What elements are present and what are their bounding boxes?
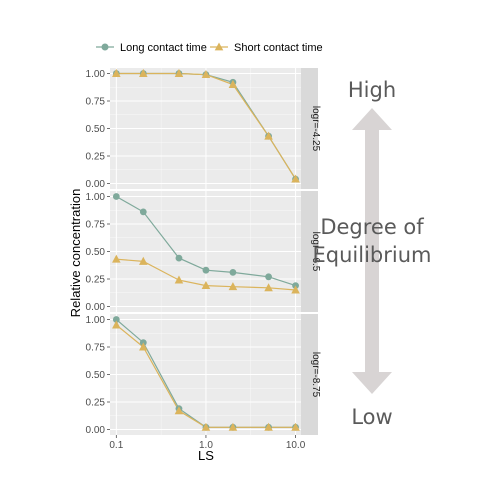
data-point-short xyxy=(228,422,238,431)
panel-y-ticks: 0.00 0.25 0.50 0.75 1.00 xyxy=(86,315,110,436)
data-point-short xyxy=(201,70,211,79)
x-axis-title: LS xyxy=(198,448,214,463)
equilibrium-annotation: High Degree of Equilibrium Low xyxy=(313,78,432,429)
data-point-short xyxy=(228,79,238,88)
facet-panel-2: 0.00 0.25 0.50 0.75 1.00 logr=-6.5 xyxy=(86,191,321,313)
data-point-short xyxy=(174,68,184,77)
low-label: Low xyxy=(351,405,392,429)
y-tick-label: 0.50 xyxy=(86,247,106,258)
facet-panel-3: 0.00 0.25 0.50 0.75 1.00 logr=-8.75 xyxy=(86,314,321,436)
legend-marker-long xyxy=(101,43,109,51)
facet-strip-label: logr=-8.75 xyxy=(310,352,321,398)
panel-y-ticks: 0.00 0.25 0.50 0.75 1.00 xyxy=(86,69,110,190)
y-tick-label: 0.75 xyxy=(86,343,106,354)
data-point-long xyxy=(112,193,120,200)
y-tick-label: 0.25 xyxy=(86,275,106,286)
data-point-long xyxy=(229,269,237,276)
data-point-long xyxy=(139,208,147,216)
y-tick-label: 0.00 xyxy=(86,425,106,436)
facet-strip xyxy=(301,191,318,312)
data-point-long xyxy=(175,254,183,262)
legend-label-short: Short contact time xyxy=(234,42,323,54)
data-point-short xyxy=(264,131,273,140)
y-tick-label: 1.00 xyxy=(86,69,106,80)
degree-label-line1: Degree of xyxy=(320,215,424,239)
facet-panel-1: 0.00 0.25 0.50 0.75 1.00 logr=-4.25 xyxy=(86,68,321,190)
y-tick-label: 0.75 xyxy=(86,97,106,108)
degree-label-line2: Equilibrium xyxy=(313,243,432,267)
data-point-short xyxy=(291,422,300,431)
y-axis-title: Relative concentration xyxy=(68,189,83,318)
data-point-short xyxy=(112,254,121,263)
data-point-short xyxy=(264,283,273,292)
data-point-short xyxy=(291,285,300,294)
panel-marks xyxy=(112,68,300,183)
legend-label-long: Long contact time xyxy=(120,42,207,54)
data-point-short xyxy=(112,68,121,77)
legend-item-long-contact: Long contact time xyxy=(96,42,207,54)
double-arrow-icon xyxy=(352,108,392,394)
y-tick-label: 1.00 xyxy=(86,192,106,203)
data-point-short xyxy=(228,282,238,291)
y-tick-label: 0.00 xyxy=(86,179,106,190)
y-tick-label: 0.00 xyxy=(86,302,106,313)
x-axis-ticks: 0.1 1.0 10.0 xyxy=(109,435,306,451)
y-tick-label: 0.75 xyxy=(86,220,106,231)
data-point-short xyxy=(201,281,211,290)
data-point-short xyxy=(264,422,273,431)
facet-strip-label: logr=-6.5 xyxy=(310,232,321,272)
x-tick-label: 0.1 xyxy=(109,440,123,451)
data-point-short xyxy=(139,256,148,265)
x-tick-label: 10.0 xyxy=(286,440,306,451)
legend-item-short-contact: Short contact time xyxy=(210,42,323,54)
data-point-short xyxy=(291,174,300,183)
data-point-long xyxy=(265,273,272,281)
y-tick-label: 0.50 xyxy=(86,370,106,381)
high-label: High xyxy=(348,78,396,102)
data-point-short xyxy=(139,68,148,77)
data-point-short xyxy=(112,320,121,329)
y-tick-label: 1.00 xyxy=(86,315,106,326)
y-tick-label: 0.25 xyxy=(86,398,106,409)
y-tick-label: 0.50 xyxy=(86,124,106,135)
panel-marks xyxy=(112,316,300,431)
data-point-short xyxy=(174,275,184,284)
data-point-long xyxy=(112,316,120,323)
facet-strip-label: logr=-4.25 xyxy=(310,106,321,152)
data-point-short xyxy=(139,342,148,351)
data-point-short xyxy=(201,422,211,431)
facet-strip xyxy=(301,68,318,189)
facet-strip xyxy=(301,314,318,435)
x-tick-label: 1.0 xyxy=(199,440,213,451)
y-tick-label: 0.25 xyxy=(86,152,106,163)
legend-marker-short xyxy=(214,42,224,51)
panel-marks xyxy=(112,193,300,294)
data-point-long xyxy=(202,266,210,274)
data-point-short xyxy=(174,406,184,415)
legend: Long contact time Short contact time xyxy=(96,42,323,54)
panel-y-ticks: 0.00 0.25 0.50 0.75 1.00 xyxy=(86,192,110,313)
